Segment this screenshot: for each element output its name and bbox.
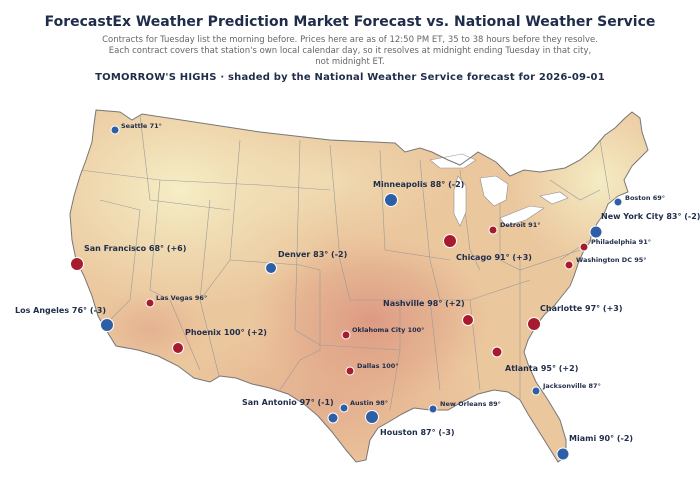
marker-jacksonville: [531, 386, 541, 396]
subtitle-line-1: Contracts for Tuesday list the morning b…: [102, 35, 598, 45]
marker-austin: [339, 403, 349, 413]
land-shading: [70, 110, 648, 462]
label-new-orleans: New Orleans 89°: [440, 400, 501, 408]
label-washington-dc: Washington DC 95°: [576, 256, 647, 264]
label-miami: Miami 90° (-2): [569, 434, 633, 443]
label-dallas: Dallas 100°: [357, 362, 399, 370]
marker-houston: [365, 410, 379, 424]
label-seattle: Seattle 71°: [121, 122, 162, 130]
label-austin: Austin 98°: [350, 399, 388, 407]
marker-charlotte: [527, 317, 541, 331]
label-oklahoma-city: Oklahoma City 100°: [352, 326, 424, 334]
marker-oklahoma-city: [341, 330, 351, 340]
label-phoenix: Phoenix 100° (+2): [185, 328, 267, 337]
marker-boston: [613, 197, 623, 207]
marker-atlanta: [491, 346, 503, 358]
label-los-angeles: Los Angeles 76° (-3): [15, 306, 106, 315]
marker-detroit: [488, 225, 498, 235]
label-denver: Denver 83° (-2): [278, 250, 347, 259]
marker-washington-dc: [564, 260, 574, 270]
label-nashville: Nashville 98° (+2): [383, 299, 465, 308]
marker-los-angeles: [100, 318, 114, 332]
great-lakes: [429, 153, 569, 227]
marker-philadelphia: [579, 242, 589, 252]
cities-layer: Seattle 71° Minneapolis 88° (-2) Boston …: [15, 122, 700, 461]
label-charlotte: Charlotte 97° (+3): [540, 304, 623, 313]
label-philadelphia: Philadelphia 91°: [591, 238, 651, 246]
marker-san-francisco: [70, 257, 84, 271]
label-minneapolis: Minneapolis 88° (-2): [373, 180, 464, 189]
map-title: ForecastEx Weather Prediction Market For…: [44, 14, 656, 30]
marker-las-vegas: [145, 298, 155, 308]
state-borders: [79, 114, 611, 411]
label-houston: Houston 87° (-3): [380, 428, 455, 437]
marker-seattle: [110, 125, 120, 135]
label-atlanta: Atlanta 95° (+2): [505, 364, 578, 373]
label-san-francisco: San Francisco 68° (+6): [84, 244, 186, 253]
marker-san-antonio: [327, 412, 339, 424]
label-chicago: Chicago 91° (+3): [456, 253, 532, 262]
marker-nashville: [462, 314, 474, 326]
marker-miami: [556, 447, 570, 461]
marker-new-york-city: [589, 225, 603, 239]
subtitle-line-2: Each contract covers that station's own …: [108, 46, 592, 56]
marker-minneapolis: [384, 193, 398, 207]
marker-dallas: [345, 366, 355, 376]
subtitle-line-3: not midnight ET.: [315, 57, 385, 67]
label-las-vegas: Las Vegas 96°: [156, 294, 207, 302]
label-boston: Boston 69°: [625, 194, 665, 202]
label-new-york-city: New York City 83° (-2): [601, 212, 700, 221]
marker-chicago: [443, 234, 457, 248]
label-san-antonio: San Antonio 97° (-1): [242, 398, 334, 407]
label-jacksonville: Jacksonville 87°: [542, 382, 601, 390]
map-subheading: TOMORROW'S HIGHS · shaded by the Nationa…: [95, 72, 605, 83]
marker-phoenix: [172, 342, 184, 354]
label-detroit: Detroit 91°: [500, 221, 540, 229]
marker-new-orleans: [428, 404, 438, 414]
marker-denver: [265, 262, 277, 274]
